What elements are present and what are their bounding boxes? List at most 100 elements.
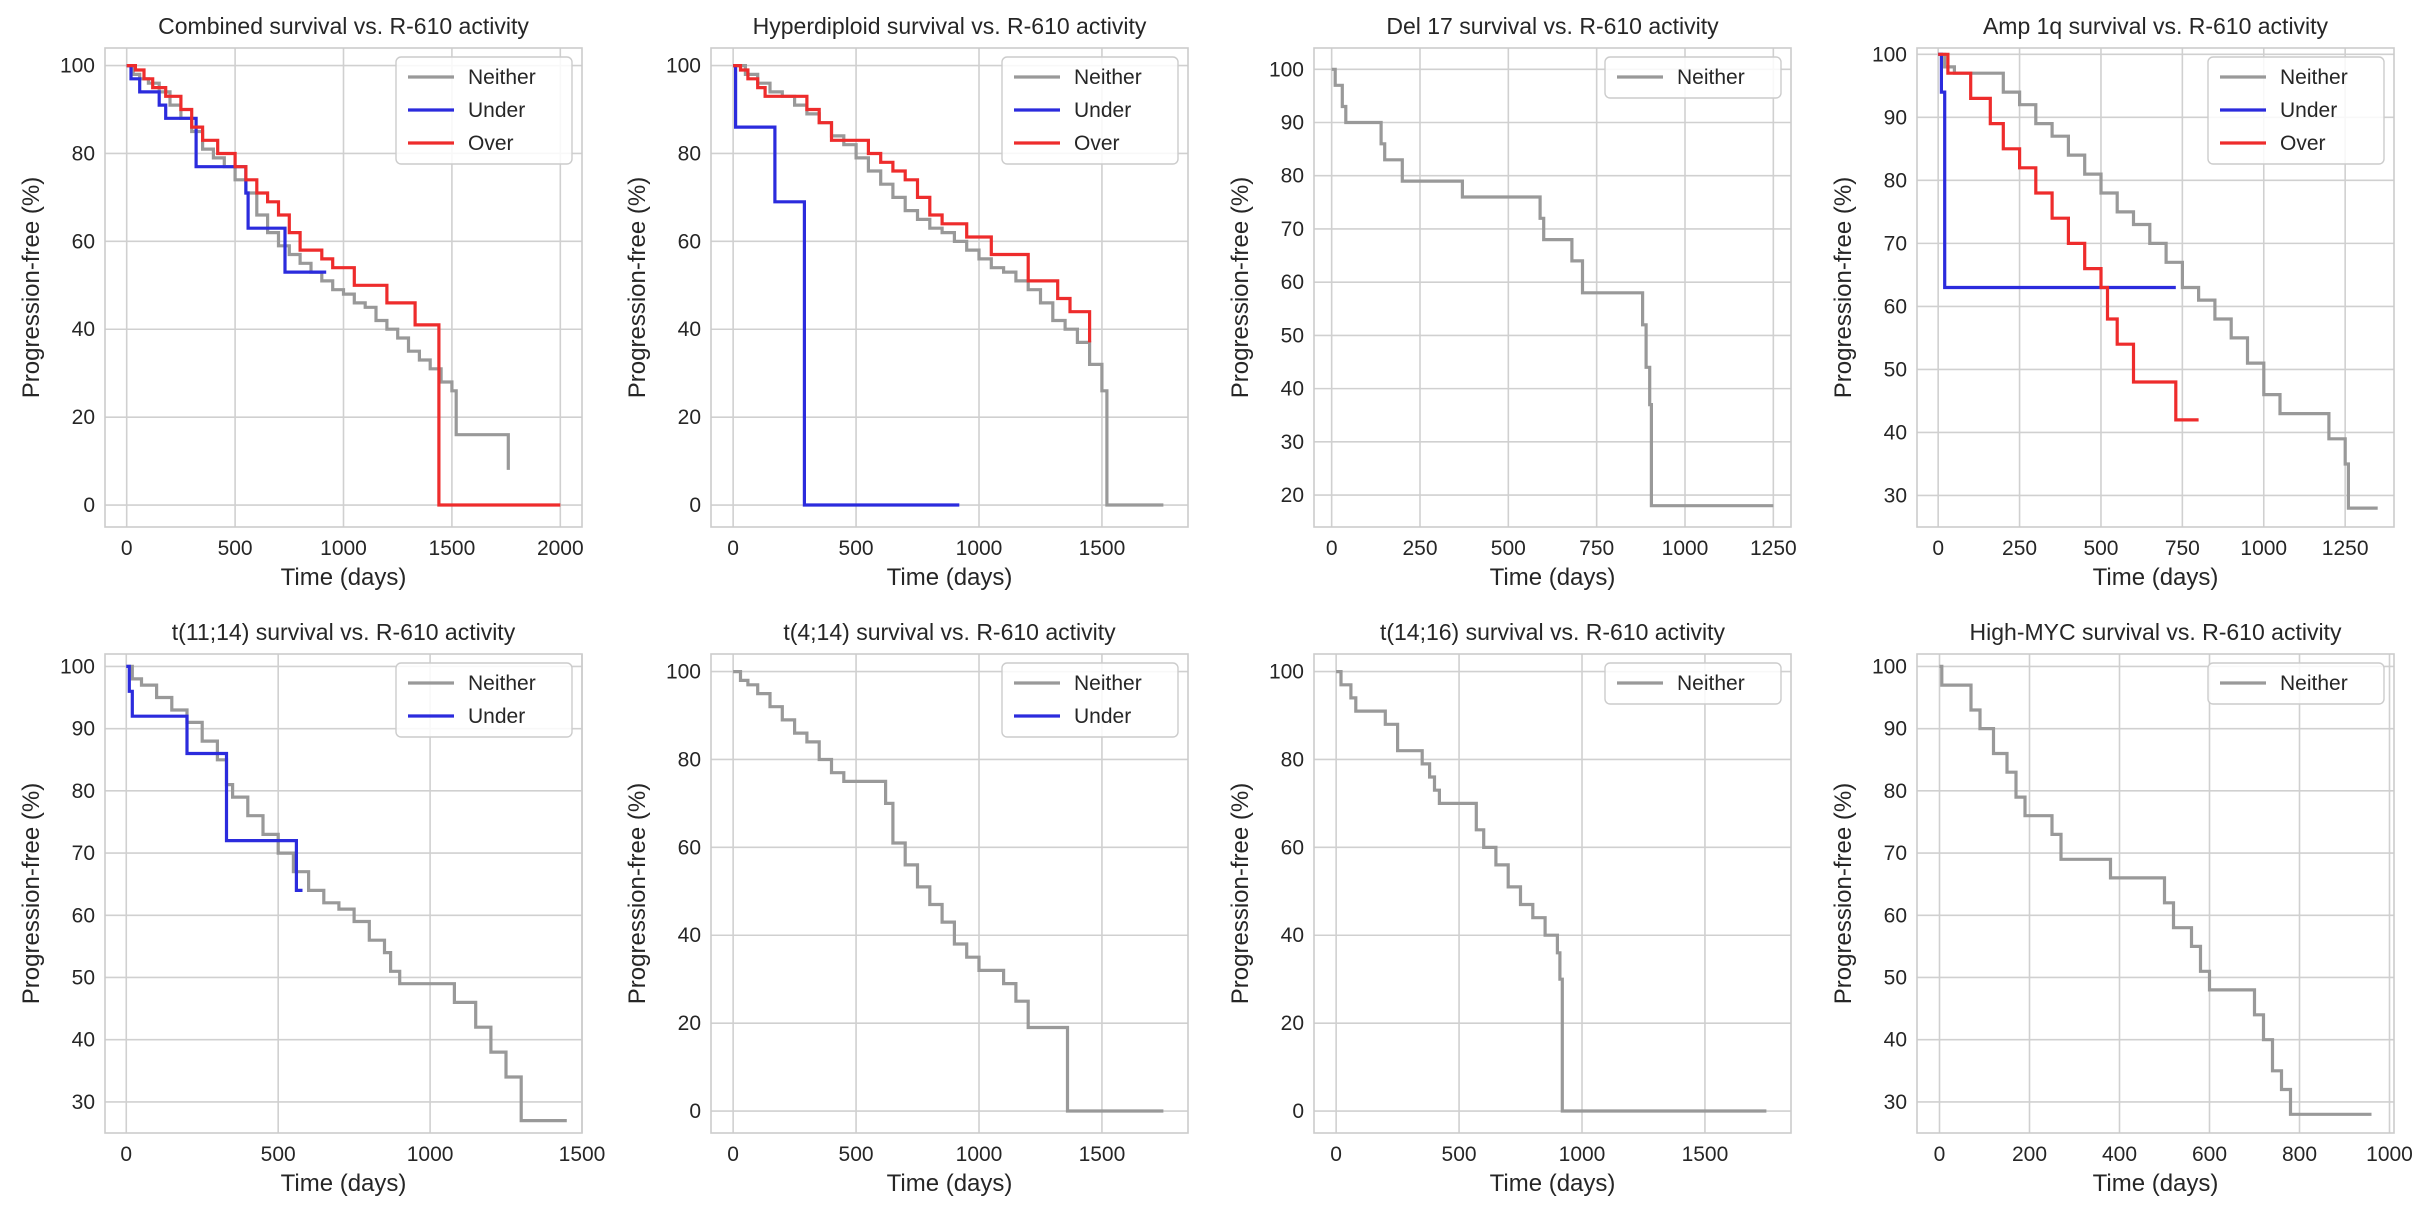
y-tick-label: 50	[1281, 324, 1304, 347]
series-line-neither	[1938, 52, 2378, 510]
legend-label-over: Over	[468, 132, 514, 155]
y-tick-label: 80	[1281, 165, 1304, 188]
x-tick-label: 500	[261, 1143, 296, 1166]
x-axis-label: Time (days)	[2093, 564, 2219, 591]
y-tick-label: 80	[1884, 780, 1907, 803]
y-tick-label: 40	[678, 924, 701, 947]
x-axis-label: Time (days)	[1490, 564, 1616, 591]
x-tick-label: 1500	[559, 1143, 606, 1166]
legend-label-under: Under	[1074, 705, 1131, 728]
y-axis-label: Progression-free (%)	[1830, 783, 1857, 1004]
x-tick-label: 0	[727, 1143, 739, 1166]
y-tick-label: 60	[72, 230, 95, 253]
legend-label-neither: Neither	[1677, 66, 1745, 89]
series-line-neither	[1939, 664, 2372, 1116]
x-tick-label: 500	[839, 537, 874, 560]
y-tick-label: 90	[1281, 112, 1304, 135]
y-tick-label: 30	[72, 1091, 95, 1114]
y-tick-label: 60	[678, 836, 701, 859]
series-line-under	[1938, 52, 2176, 290]
y-axis-label: Progression-free (%)	[18, 783, 45, 1004]
chart-title: t(14;16) survival vs. R-610 activity	[1380, 619, 1726, 645]
legend-box	[2207, 662, 2385, 705]
y-tick-label: 20	[1281, 484, 1304, 507]
plot-frame	[710, 47, 1189, 528]
x-tick-label: 750	[1579, 537, 1614, 560]
series-line-neither	[733, 63, 1164, 507]
x-axis-label: Time (days)	[281, 1170, 407, 1197]
y-tick-label: 80	[72, 142, 95, 165]
y-tick-label: 0	[689, 494, 701, 517]
chart-panel-3: 0 250 500 750 1000 1250 20 30 40 50 60 70 80 90 100 Del…	[1227, 13, 1797, 591]
y-axis-label: Progression-free (%)	[1830, 177, 1857, 398]
x-tick-label: 500	[1491, 537, 1526, 560]
x-tick-label: 1500	[1079, 537, 1126, 560]
x-tick-label: 1000	[956, 537, 1003, 560]
y-tick-label: 50	[1884, 966, 1907, 989]
legend-label-under: Under	[1074, 99, 1131, 122]
y-tick-label: 80	[72, 780, 95, 803]
x-axis-label: Time (days)	[1490, 1170, 1616, 1197]
chart-panel-7: 0 500 1000 1500 0 20 40 60 80 100 t(14;16) surviva…	[1227, 619, 1792, 1197]
legend-label-over: Over	[1074, 132, 1120, 155]
legend-label-neither: Neither	[2280, 672, 2348, 695]
legend-box	[1604, 56, 1782, 99]
x-tick-label: 0	[120, 1143, 132, 1166]
plot-frame	[104, 653, 583, 1134]
y-tick-label: 20	[72, 406, 95, 429]
x-tick-label: 500	[1442, 1143, 1477, 1166]
y-tick-label: 40	[72, 1029, 95, 1052]
x-tick-label: 1000	[320, 537, 367, 560]
y-tick-label: 40	[1281, 378, 1304, 401]
legend-label-under: Under	[468, 99, 525, 122]
x-tick-label: 500	[218, 537, 253, 560]
y-tick-label: 0	[1292, 1100, 1304, 1123]
y-tick-label: 100	[1269, 58, 1304, 81]
y-tick-label: 20	[678, 1012, 701, 1035]
chart-title: t(11;14) survival vs. R-610 activity	[172, 619, 516, 645]
y-tick-label: 20	[1281, 1012, 1304, 1035]
series-line-neither	[733, 670, 1164, 1113]
y-tick-label: 90	[1884, 106, 1907, 129]
y-tick-label: 70	[1281, 218, 1304, 241]
legend-label-neither: Neither	[1074, 66, 1142, 89]
chart-title: Combined survival vs. R-610 activity	[158, 13, 529, 39]
y-tick-label: 40	[72, 318, 95, 341]
plot-frame	[1916, 47, 2395, 528]
y-tick-label: 100	[666, 55, 701, 78]
plot-frame	[1313, 653, 1792, 1134]
x-tick-label: 1000	[2240, 537, 2287, 560]
plot-frame	[1313, 47, 1792, 528]
x-tick-label: 1250	[2322, 537, 2369, 560]
chart-panel-1: 0 500 1000 1500 2000 0 20 40 60 80 100 Combined sur…	[18, 13, 584, 591]
x-tick-label: 0	[121, 537, 133, 560]
legend-label-under: Under	[2280, 99, 2337, 122]
x-tick-label: 400	[2102, 1143, 2137, 1166]
series-line-over	[733, 63, 1092, 343]
series-line-neither	[1331, 67, 1774, 508]
y-tick-label: 30	[1884, 484, 1907, 507]
y-tick-label: 100	[60, 655, 95, 678]
y-axis-label: Progression-free (%)	[624, 177, 651, 398]
legend-label-under: Under	[468, 705, 525, 728]
x-tick-label: 600	[2192, 1143, 2227, 1166]
chart-panel-6: 0 500 1000 1500 0 20 40 60 80 100 t(4;14) survival…	[624, 619, 1189, 1197]
y-tick-label: 40	[1884, 421, 1907, 444]
y-tick-label: 80	[1884, 169, 1907, 192]
legend-label-neither: Neither	[468, 66, 536, 89]
y-tick-label: 70	[1884, 842, 1907, 865]
y-tick-label: 80	[678, 142, 701, 165]
legend-label-neither: Neither	[2280, 66, 2348, 89]
y-tick-label: 90	[1884, 718, 1907, 741]
y-tick-label: 60	[1281, 271, 1304, 294]
x-tick-label: 500	[2083, 537, 2118, 560]
series-line-neither	[126, 664, 567, 1123]
y-tick-label: 60	[1884, 295, 1907, 318]
y-tick-label: 40	[1281, 924, 1304, 947]
x-tick-label: 250	[2002, 537, 2037, 560]
chart-title: Del 17 survival vs. R-610 activity	[1386, 13, 1719, 39]
x-tick-label: 0	[1932, 537, 1944, 560]
y-tick-label: 60	[678, 230, 701, 253]
legend-box	[2207, 56, 2385, 165]
x-tick-label: 0	[1934, 1143, 1946, 1166]
